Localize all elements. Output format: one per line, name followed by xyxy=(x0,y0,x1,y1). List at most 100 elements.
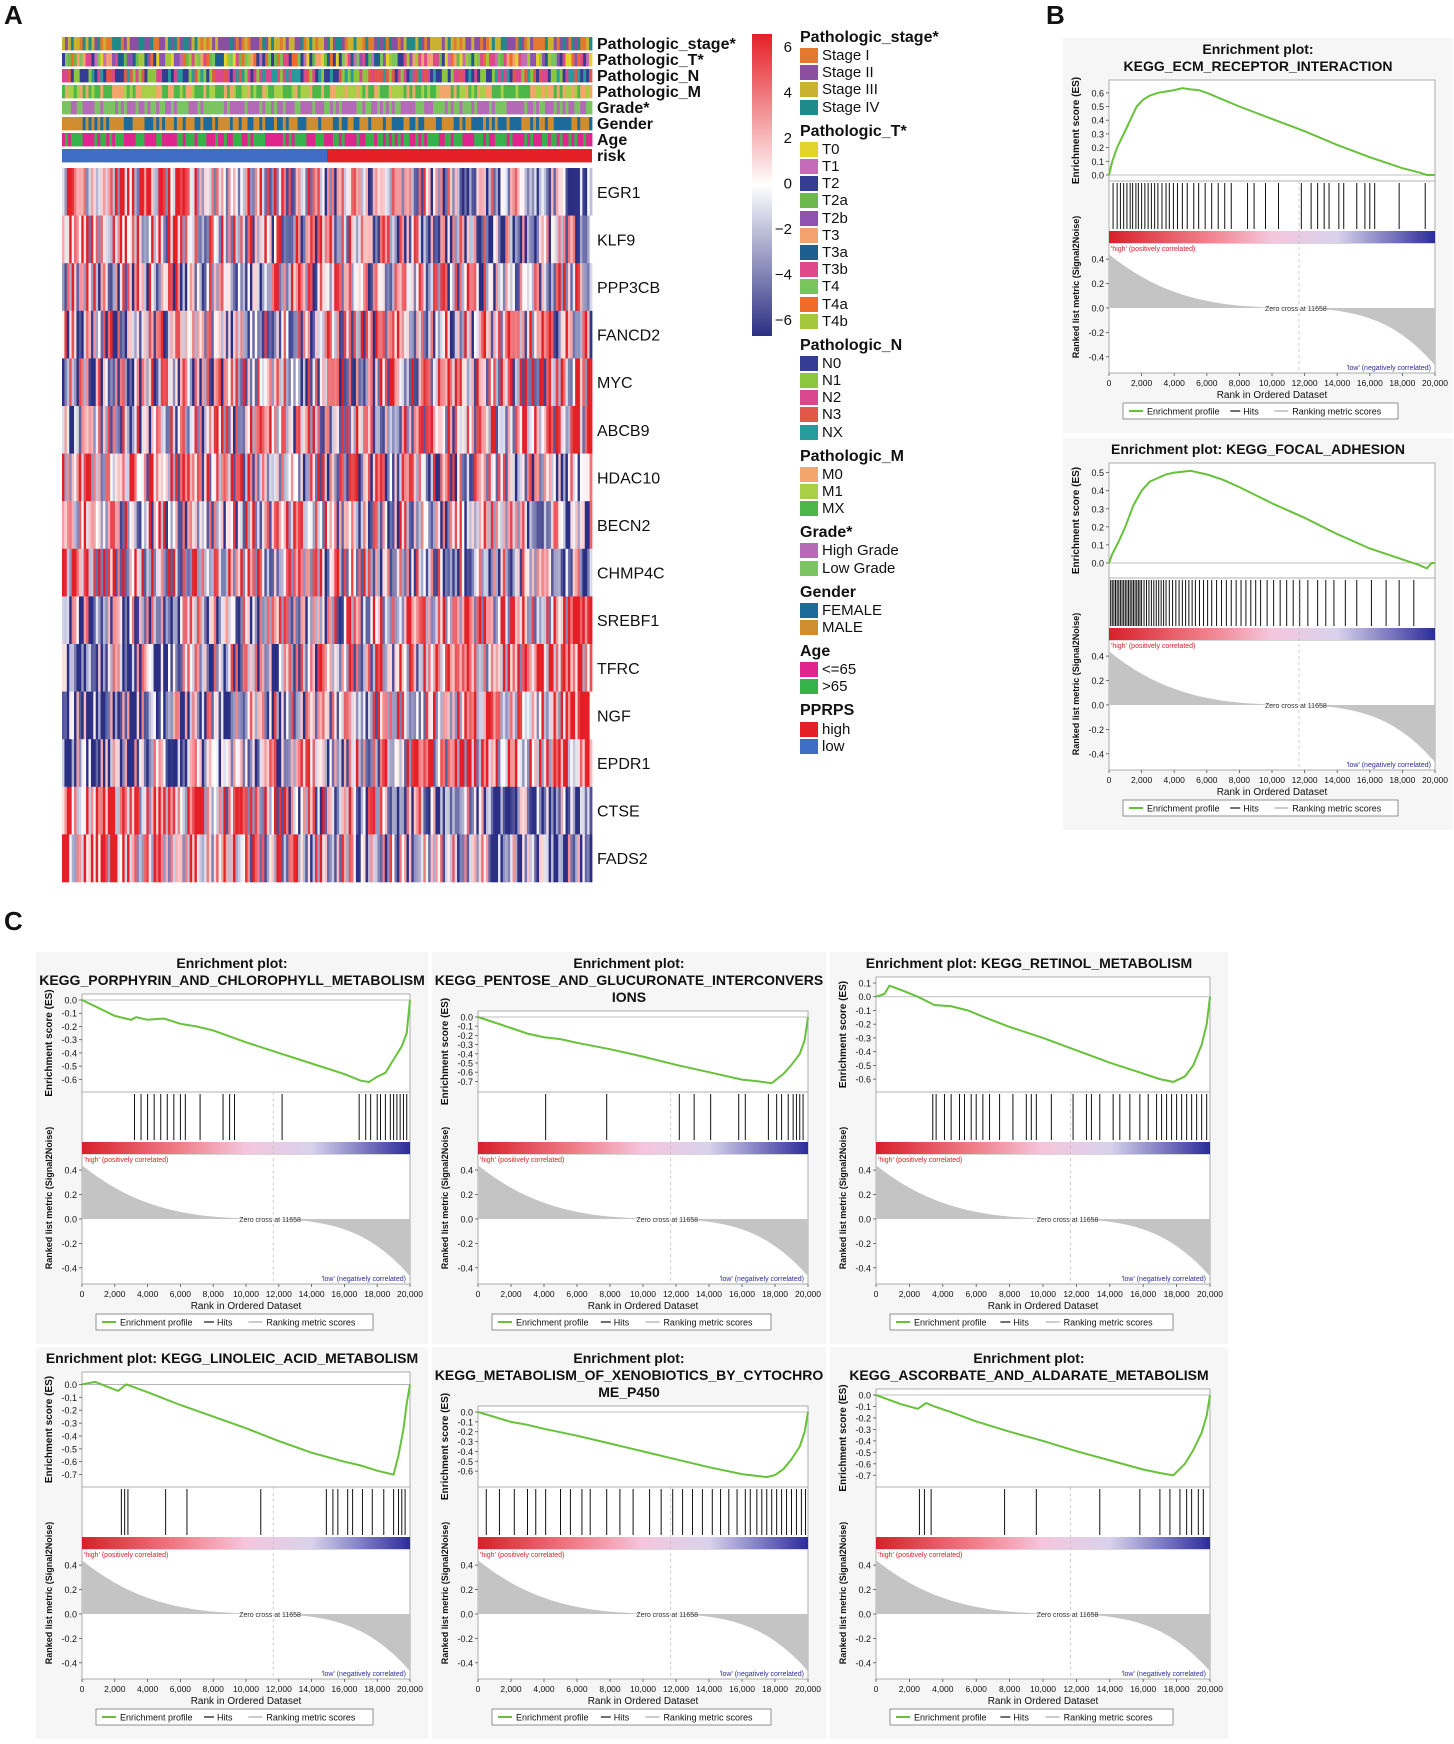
gsea-title: KEGG_ASCORBATE_AND_ALDARATE_METABOLISM xyxy=(849,1367,1208,1383)
x-tick: 14,000 xyxy=(696,1289,722,1299)
legend-item: T3a xyxy=(800,244,950,261)
legend-metric: Ranking metric scores xyxy=(663,1318,753,1328)
x-tick: 14,000 xyxy=(1097,1289,1123,1299)
legend-metric: Ranking metric scores xyxy=(1292,804,1382,814)
gene-label: BECN2 xyxy=(597,518,650,535)
legend-label: Stage III xyxy=(822,81,878,98)
legend-item: NX xyxy=(800,424,950,441)
x-tick: 0 xyxy=(1107,775,1112,785)
heatmap-row xyxy=(62,787,592,835)
gsea-title: Enrichment plot: xyxy=(573,1350,684,1366)
x-tick: 16,000 xyxy=(729,1684,755,1694)
gene-label: NGF xyxy=(597,708,631,725)
low-label: 'low' (negatively correlated) xyxy=(1122,1276,1206,1283)
es-ylabel: Enrichment score (ES) xyxy=(1071,77,1082,184)
legend-label: M1 xyxy=(822,483,843,500)
track-label: Pathologic_M xyxy=(597,84,701,101)
gsea-plot-area xyxy=(82,994,410,1284)
x-tick: 10,000 xyxy=(233,1684,259,1694)
panel-label-c: C xyxy=(4,906,23,937)
x-tick: 8,000 xyxy=(1229,775,1251,785)
gsea-plot-area xyxy=(876,977,1210,1284)
legend-item: Stage IV xyxy=(800,99,950,116)
legend-swatch xyxy=(800,193,818,208)
low-label: 'low' (negatively correlated) xyxy=(322,1276,406,1283)
gsea-plot-0: Enrichment plot:KEGG_ECM_RECEPTOR_INTERA… xyxy=(1063,38,1453,433)
x-tick: 8,000 xyxy=(999,1684,1021,1694)
x-tick: 18,000 xyxy=(364,1289,390,1299)
legend-swatch xyxy=(800,159,818,174)
legend-item: Stage II xyxy=(800,64,950,81)
track-label: Age xyxy=(597,132,627,149)
heatmap-row xyxy=(62,216,592,264)
gsea-svg: Enrichment plot: KEGG_FOCAL_ADHESION0.50… xyxy=(1063,438,1453,830)
es-ylabel: Enrichment score (ES) xyxy=(1071,467,1082,574)
zero-cross-label: Zero cross at 11658 xyxy=(239,1217,301,1224)
x-tick: 10,000 xyxy=(1030,1289,1056,1299)
x-tick: 2,000 xyxy=(500,1684,522,1694)
legend-swatch xyxy=(800,501,818,516)
legend-metric: Ranking metric scores xyxy=(266,1318,356,1328)
es-ytick: -0.5 xyxy=(61,1062,77,1072)
es-ytick: -0.7 xyxy=(457,1077,473,1087)
metric-ytick: -0.2 xyxy=(855,1239,871,1249)
heatmap-row xyxy=(62,501,592,549)
x-tick: 10,000 xyxy=(630,1289,656,1299)
metric-ytick: 0.2 xyxy=(1091,279,1104,289)
heatmap-row xyxy=(62,263,592,311)
metric-ytick: 0.2 xyxy=(858,1190,871,1200)
legend-label: FEMALE xyxy=(822,602,882,619)
metric-ytick: -0.4 xyxy=(457,1263,473,1273)
legend-item: T0 xyxy=(800,141,950,158)
x-tick: 20,000 xyxy=(1197,1289,1223,1299)
high-label: 'high' (positively correlated) xyxy=(480,1157,564,1164)
metric-ytick: -0.4 xyxy=(855,1263,871,1273)
legend-swatch xyxy=(800,211,818,226)
legend-swatch xyxy=(800,297,818,312)
x-tick: 20,000 xyxy=(795,1289,821,1299)
legend-label: T3 xyxy=(822,227,840,244)
x-tick: 18,000 xyxy=(1389,775,1415,785)
zero-cross-label: Zero cross at 11658 xyxy=(636,1612,698,1619)
metric-ytick: -0.2 xyxy=(855,1634,871,1644)
legend-hits: Hits xyxy=(1243,407,1259,417)
es-ytick: 0.0 xyxy=(1091,171,1104,181)
legend-swatch xyxy=(800,484,818,499)
gsea-title: KEGG_PENTOSE_AND_GLUCURONATE_INTERCONVER… xyxy=(435,972,823,988)
heatmap-row xyxy=(62,358,592,406)
metric-ytick: 0.0 xyxy=(460,1214,473,1224)
metric-ytick: 0.2 xyxy=(64,1585,77,1595)
x-tick: 12,000 xyxy=(663,1684,689,1694)
es-ytick: -0.3 xyxy=(855,1033,871,1043)
x-tick: 18,000 xyxy=(364,1684,390,1694)
x-tick: 18,000 xyxy=(1164,1684,1190,1694)
high-label: 'high' (positively correlated) xyxy=(878,1552,962,1559)
legend-item: MALE xyxy=(800,619,950,636)
annotation-track-0 xyxy=(62,37,592,50)
legend-item: N2 xyxy=(800,389,950,406)
es-ytick: -0.2 xyxy=(855,1413,871,1423)
x-tick: 12,000 xyxy=(1063,1684,1089,1694)
es-ytick: -0.3 xyxy=(61,1419,77,1429)
gsea-title: Enrichment plot: xyxy=(573,955,684,971)
x-tick: 4,000 xyxy=(137,1289,159,1299)
gsea-svg: Enrichment plot:KEGG_ASCORBATE_AND_ALDAR… xyxy=(830,1347,1228,1739)
gene-label: CHMP4C xyxy=(597,566,665,583)
x-tick: 0 xyxy=(80,1289,85,1299)
x-tick: 6,000 xyxy=(966,1289,988,1299)
low-label: 'low' (negatively correlated) xyxy=(1122,1671,1206,1678)
es-ytick: -0.6 xyxy=(61,1075,77,1085)
es-ylabel: Enrichment score (ES) xyxy=(44,989,55,1096)
legend-label: N0 xyxy=(822,355,841,372)
legend-label: Low Grade xyxy=(822,560,895,577)
x-tick: 4,000 xyxy=(932,1289,954,1299)
legend-label: <=65 xyxy=(822,661,856,678)
legend-label: NX xyxy=(822,424,843,441)
es-ytick: -0.1 xyxy=(457,1417,473,1427)
x-label: Rank in Ordered Dataset xyxy=(191,1301,302,1312)
colorbar-tick: 6 xyxy=(784,39,792,56)
gsea-plot-7: Enrichment plot:KEGG_ASCORBATE_AND_ALDAR… xyxy=(830,1347,1228,1739)
gsea-title: IONS xyxy=(612,989,646,1005)
zero-cross-label: Zero cross at 11658 xyxy=(636,1217,698,1224)
x-tick: 12,000 xyxy=(266,1289,292,1299)
